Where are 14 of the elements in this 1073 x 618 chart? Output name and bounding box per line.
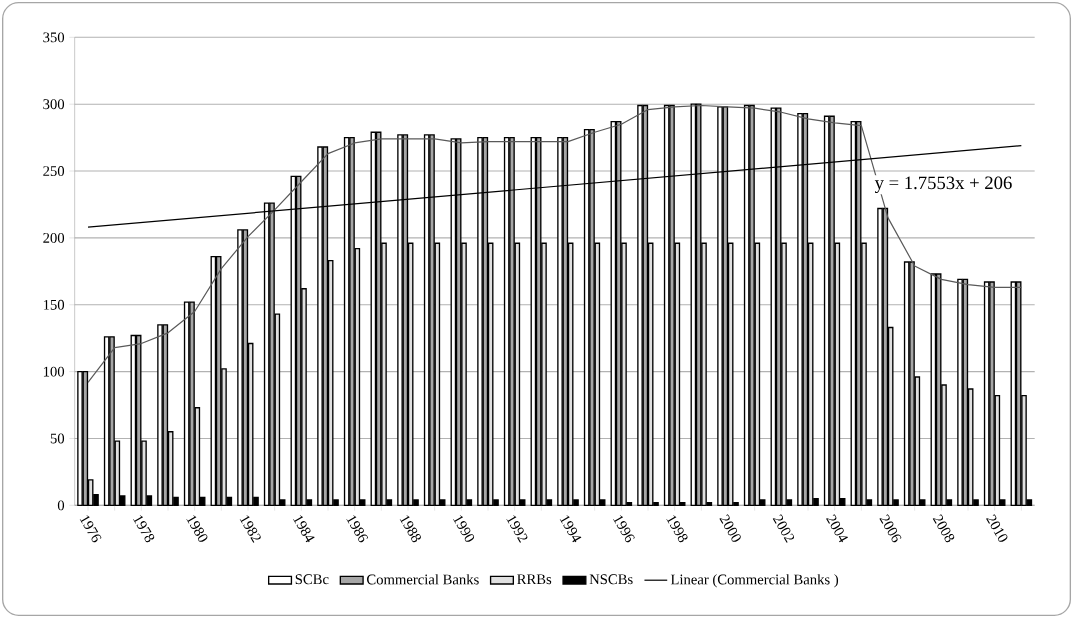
legend-label: SCBc xyxy=(295,574,329,585)
y-tick-label: 250 xyxy=(43,166,65,176)
legend-label: Linear (Commercial Banks ) xyxy=(670,574,839,588)
y-tick-label: 150 xyxy=(43,299,65,310)
legend-label: NSCBs xyxy=(589,574,633,585)
legend-label: Commercial Banks xyxy=(367,574,479,585)
y-tick-label: 350 xyxy=(43,32,65,43)
legend-label: RRBs xyxy=(517,574,552,585)
y-tick-label: 200 xyxy=(43,232,65,243)
y-tick-label: 100 xyxy=(43,366,65,377)
y-tick-label: 300 xyxy=(43,99,65,110)
annotation: y = 1.7553x + 206 xyxy=(874,176,1012,193)
y-tick-label: 0 xyxy=(57,500,65,511)
y-tick-label: 50 xyxy=(50,433,65,444)
